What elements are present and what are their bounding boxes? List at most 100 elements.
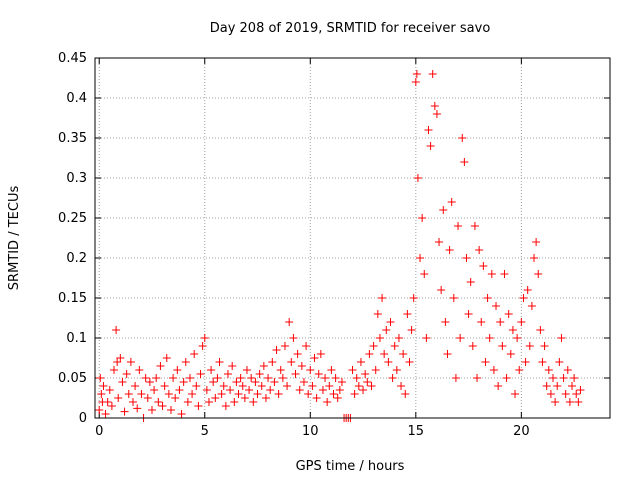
data-point-marker <box>555 358 564 366</box>
data-point-marker <box>386 318 395 326</box>
data-point-marker <box>413 174 422 182</box>
data-point-marker <box>500 270 509 278</box>
data-point-marker <box>173 366 182 374</box>
data-point-marker <box>350 390 359 398</box>
data-point-marker <box>162 354 171 362</box>
data-point-marker <box>325 382 334 390</box>
data-point-marker <box>310 354 319 362</box>
data-point-marker <box>109 366 118 374</box>
data-point-marker <box>544 366 553 374</box>
y-tick-label: 0.25 <box>58 211 87 226</box>
data-point-marker <box>251 378 260 386</box>
data-point-marker <box>318 386 327 394</box>
y-axis-label: SRMTID / TECUs <box>7 186 22 291</box>
data-point-marker <box>462 254 471 262</box>
data-point-marker <box>101 410 110 418</box>
data-point-marker <box>122 370 131 378</box>
y-tick-label: 0.2 <box>66 251 87 266</box>
data-point-marker <box>367 382 376 390</box>
data-point-marker <box>416 254 425 262</box>
data-point-marker <box>152 374 161 382</box>
data-point-marker <box>477 318 486 326</box>
data-point-marker <box>496 318 505 326</box>
data-point-marker <box>399 350 408 358</box>
data-point-marker <box>536 326 545 334</box>
data-point-marker <box>525 342 534 350</box>
data-point-marker <box>221 402 230 410</box>
data-point-marker <box>466 278 475 286</box>
data-point-marker <box>517 318 526 326</box>
data-point-marker <box>316 350 325 358</box>
data-point-marker <box>304 390 313 398</box>
data-point-marker <box>327 366 336 374</box>
data-point-marker <box>430 102 439 110</box>
data-point-marker <box>483 294 492 302</box>
data-point-marker <box>154 398 163 406</box>
data-point-marker <box>276 366 285 374</box>
data-point-marker <box>422 334 431 342</box>
data-point-marker <box>261 394 270 402</box>
y-tick-label: 0.45 <box>58 51 87 66</box>
data-point-marker <box>96 374 105 382</box>
data-point-marker <box>194 402 203 410</box>
data-point-marker <box>177 410 186 418</box>
data-point-marker <box>289 334 298 342</box>
data-point-marker <box>236 374 245 382</box>
data-point-marker <box>447 198 456 206</box>
data-point-marker <box>137 390 146 398</box>
data-point-marker <box>219 382 228 390</box>
data-point-marker <box>268 358 277 366</box>
data-point-marker <box>551 398 560 406</box>
grid-lines <box>95 58 610 418</box>
data-point-marker <box>557 334 566 342</box>
data-point-marker <box>365 350 374 358</box>
data-point-marker <box>375 334 384 342</box>
data-point-marker <box>337 378 346 386</box>
data-point-marker <box>323 398 332 406</box>
data-point-marker <box>204 398 213 406</box>
data-point-marker <box>378 294 387 302</box>
data-point-marker <box>166 406 175 414</box>
y-tick-label: 0.15 <box>58 291 87 306</box>
data-point-marker <box>409 294 418 302</box>
data-point-marker <box>196 370 205 378</box>
data-point-marker <box>348 366 357 374</box>
data-point-marker <box>513 334 522 342</box>
data-point-marker <box>437 286 446 294</box>
data-point-marker <box>511 390 520 398</box>
data-point-marker <box>335 386 344 394</box>
data-point-marker <box>475 246 484 254</box>
data-point-marker <box>454 222 463 230</box>
data-point-marker <box>158 402 167 410</box>
data-point-marker <box>230 398 239 406</box>
data-point-marker <box>188 390 197 398</box>
data-point-marker <box>359 386 368 394</box>
data-point-marker <box>487 270 496 278</box>
data-point-marker <box>418 214 427 222</box>
data-point-marker <box>456 334 465 342</box>
data-point-marker <box>519 294 528 302</box>
y-tick-label: 0.1 <box>66 331 87 346</box>
data-point-marker <box>527 302 536 310</box>
data-point-marker <box>179 378 188 386</box>
data-point-marker <box>312 394 321 402</box>
x-tick-label: 5 <box>201 424 209 439</box>
data-point-marker <box>291 370 300 378</box>
data-point-marker <box>371 366 380 374</box>
data-point-marker <box>401 390 410 398</box>
data-point-marker <box>333 394 342 402</box>
data-point-marker <box>200 334 209 342</box>
y-tick-label: 0 <box>79 411 87 426</box>
data-point-marker <box>363 378 372 386</box>
data-point-marker <box>95 406 104 414</box>
data-point-marker <box>565 398 574 406</box>
y-tick-label: 0.05 <box>58 371 87 386</box>
data-point-marker <box>481 358 490 366</box>
data-point-marker <box>506 350 515 358</box>
data-point-marker <box>141 374 150 382</box>
data-point-marker <box>124 390 133 398</box>
data-point-marker <box>494 382 503 390</box>
data-point-marker <box>380 350 389 358</box>
data-point-marker <box>521 358 530 366</box>
